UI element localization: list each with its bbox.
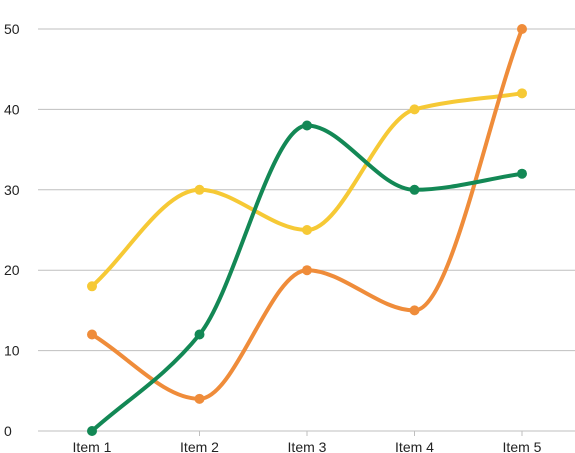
y-tick-label: 40 bbox=[4, 101, 20, 117]
data-point-orange bbox=[87, 329, 97, 340]
data-point-orange bbox=[517, 24, 527, 34]
y-tick-label: 20 bbox=[4, 262, 20, 278]
data-point-yellow bbox=[194, 184, 205, 195]
y-tick-label: 0 bbox=[4, 423, 12, 439]
data-point-orange bbox=[409, 305, 420, 316]
x-tick-label: Item 1 bbox=[73, 439, 112, 453]
data-point-yellow bbox=[409, 104, 420, 115]
data-point-orange bbox=[302, 265, 312, 276]
y-tick-label: 50 bbox=[4, 21, 20, 37]
data-point-green bbox=[409, 184, 420, 195]
x-axis: Item 1 Item 2 Item 3 Item 4 Item 5 bbox=[73, 431, 542, 453]
data-point-yellow bbox=[517, 88, 527, 99]
y-tick-label: 10 bbox=[4, 343, 20, 359]
data-point-green bbox=[194, 329, 205, 340]
data-point-orange bbox=[194, 393, 205, 404]
series-orange bbox=[87, 24, 527, 404]
y-tick-label: 30 bbox=[4, 182, 20, 198]
data-point-green bbox=[517, 168, 527, 179]
series-yellow bbox=[87, 88, 527, 292]
x-tick-label: Item 4 bbox=[395, 439, 434, 453]
x-tick-label: Item 3 bbox=[288, 439, 327, 453]
series-line-orange bbox=[90, 27, 524, 401]
series-line-green bbox=[90, 123, 524, 433]
data-point-green bbox=[87, 426, 97, 436]
x-tick-label: Item 2 bbox=[180, 439, 219, 453]
series-group bbox=[87, 24, 527, 436]
data-point-yellow bbox=[302, 225, 312, 235]
x-tick-label: Item 5 bbox=[503, 439, 542, 453]
data-point-yellow bbox=[87, 281, 97, 292]
series-green bbox=[87, 120, 527, 436]
data-point-green bbox=[302, 120, 312, 131]
y-axis: 0 10 20 30 40 50 bbox=[4, 21, 20, 439]
